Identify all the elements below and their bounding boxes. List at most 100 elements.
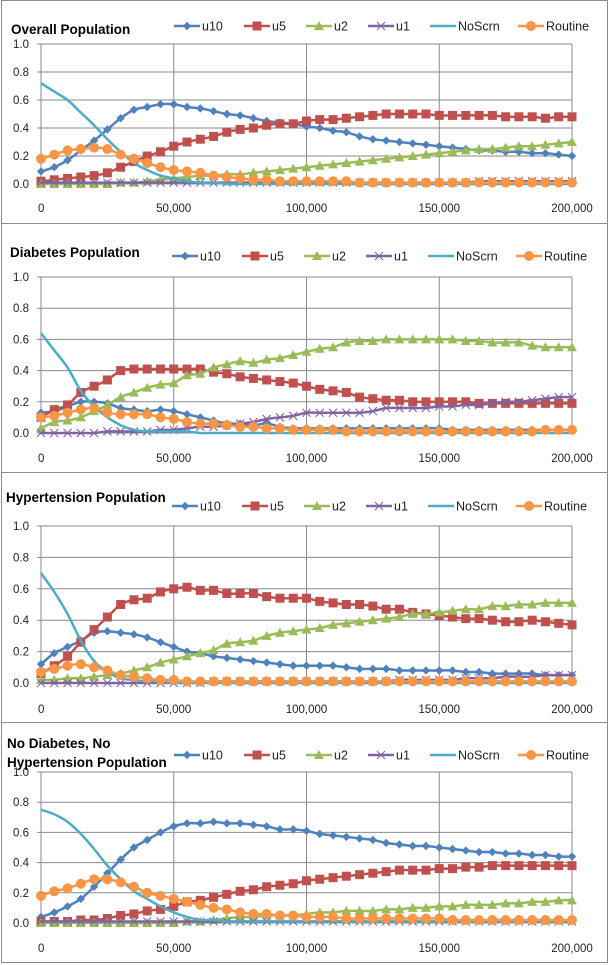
data-point-u5 xyxy=(222,889,232,899)
data-point-u10 xyxy=(474,847,484,857)
y-tick-label: 1.0 xyxy=(13,521,29,533)
data-point-u10 xyxy=(541,850,550,860)
legend-item-u10: u10 xyxy=(172,250,221,264)
legend-label: NoScrn xyxy=(456,250,498,264)
y-tick-label: 0.6 xyxy=(13,334,29,346)
data-point-u2 xyxy=(208,645,219,655)
data-point-u2 xyxy=(420,149,431,159)
data-point-u1-stroke xyxy=(102,178,112,187)
data-point-routine xyxy=(328,676,339,687)
data-point-routine xyxy=(182,676,193,687)
data-point-u1 xyxy=(63,917,72,926)
data-point-u5 xyxy=(169,141,179,151)
data-point-u2 xyxy=(314,623,325,633)
data-point-u1 xyxy=(341,408,351,418)
data-point-routine xyxy=(487,177,498,188)
data-point-routine xyxy=(208,902,219,913)
data-point-routine xyxy=(527,426,538,437)
y-tick-label: 1.0 xyxy=(13,767,29,779)
data-point-u2 xyxy=(195,368,206,378)
data-point-u10 xyxy=(156,637,165,647)
y-tick-label: 0.2 xyxy=(13,397,29,409)
data-point-u5 xyxy=(355,600,365,609)
legend-marker-u10 xyxy=(182,750,192,760)
data-point-u2 xyxy=(248,167,259,177)
data-point-routine xyxy=(274,676,285,687)
data-point-u10 xyxy=(527,669,537,678)
data-point-routine xyxy=(75,659,86,670)
data-point-u2 xyxy=(328,342,339,352)
data-point-routine xyxy=(115,149,126,160)
legend-marker-routine xyxy=(526,750,536,760)
data-point-u10 xyxy=(435,843,444,852)
data-point-routine xyxy=(553,914,564,925)
data-point-routine xyxy=(301,176,312,187)
data-point-u1-stroke xyxy=(182,178,192,187)
data-point-u2 xyxy=(567,895,577,905)
series-u2 xyxy=(36,334,577,433)
data-point-u2 xyxy=(328,619,339,629)
data-point-u5 xyxy=(209,585,219,595)
data-point-routine xyxy=(460,177,471,188)
data-point-routine xyxy=(341,676,352,687)
data-point-u2 xyxy=(527,141,538,151)
data-point-u10 xyxy=(315,123,324,133)
data-point-u10 xyxy=(222,653,232,663)
legend-marker-u2 xyxy=(312,251,322,260)
data-point-u5 xyxy=(76,172,86,182)
data-point-u10 xyxy=(355,834,364,843)
data-point-u1 xyxy=(142,178,152,187)
data-point-u2 xyxy=(487,899,498,909)
data-point-u10 xyxy=(408,666,417,675)
legend-marker-routine xyxy=(524,501,534,511)
data-point-u1-stroke xyxy=(49,428,59,438)
data-point-u1 xyxy=(116,427,126,436)
data-point-u5 xyxy=(116,162,126,172)
data-point-u2 xyxy=(513,337,524,347)
data-point-u5 xyxy=(328,386,338,396)
data-point-u5 xyxy=(421,397,431,407)
data-point-u10 xyxy=(209,817,218,827)
data-point-u2 xyxy=(553,597,564,607)
data-point-u1-stroke xyxy=(195,917,205,926)
data-point-u2 xyxy=(381,613,392,623)
data-point-u5 xyxy=(448,612,458,622)
data-point-routine xyxy=(553,177,564,188)
data-point-routine xyxy=(513,914,524,925)
data-point-u2 xyxy=(407,902,418,912)
data-point-u1-stroke xyxy=(76,917,86,926)
series-routine xyxy=(36,403,577,437)
data-point-u10 xyxy=(116,114,125,123)
data-point-u5 xyxy=(155,364,165,374)
data-point-routine xyxy=(274,423,285,434)
data-point-u2 xyxy=(367,335,378,345)
data-point-u1 xyxy=(434,402,444,411)
data-point-routine xyxy=(89,874,100,885)
data-point-u10 xyxy=(289,825,298,834)
data-point-u2 xyxy=(540,342,551,352)
data-point-routine xyxy=(434,426,445,437)
data-point-u5 xyxy=(195,134,205,144)
legend-label: u5 xyxy=(270,500,284,514)
series-routine xyxy=(36,659,577,687)
data-point-u5 xyxy=(514,112,524,122)
data-point-routine xyxy=(567,424,577,435)
data-point-routine xyxy=(49,663,60,674)
data-point-u2 xyxy=(75,412,86,422)
data-point-u1 xyxy=(142,917,152,926)
data-point-routine xyxy=(128,881,139,892)
data-point-u5 xyxy=(567,398,577,408)
data-point-u5 xyxy=(155,587,165,597)
data-point-u2 xyxy=(567,342,577,352)
data-point-u2 xyxy=(487,337,498,347)
data-point-u2 xyxy=(394,612,405,622)
data-point-u1 xyxy=(49,678,59,688)
data-point-u5 xyxy=(182,137,192,147)
data-point-u2 xyxy=(447,901,458,911)
data-point-u2 xyxy=(381,334,392,344)
data-point-u5 xyxy=(527,861,537,871)
data-point-u5 xyxy=(262,375,272,385)
legend-label: u2 xyxy=(334,20,348,34)
data-point-u1-stroke xyxy=(487,398,497,408)
data-point-u5 xyxy=(514,861,524,871)
